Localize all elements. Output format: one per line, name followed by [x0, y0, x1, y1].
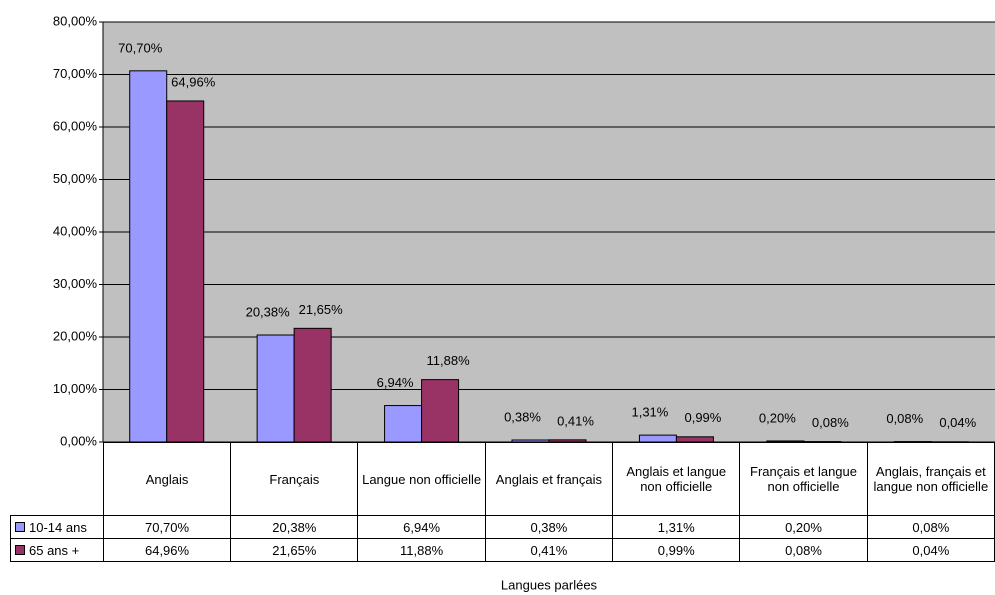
y-tick-label: 80,00% — [53, 13, 98, 28]
bar — [129, 70, 168, 443]
category-label: Anglais — [102, 442, 232, 516]
category-label: Français — [230, 442, 359, 516]
legend-key — [15, 544, 25, 555]
category-label: Anglais et langue non officielle — [612, 442, 741, 516]
bar — [256, 334, 295, 443]
y-tick-label: 20,00% — [53, 328, 98, 343]
data-label: 20,38% — [246, 304, 291, 319]
data-label: 0,20% — [759, 410, 796, 425]
bar — [384, 405, 423, 443]
table-value: 0,38% — [484, 515, 614, 539]
table-value: 1,31% — [612, 515, 741, 539]
x-axis-title: Langues parlées — [501, 577, 598, 592]
bar — [421, 379, 460, 443]
y-tick-label: 10,00% — [53, 381, 98, 396]
y-tick-label: 60,00% — [53, 118, 98, 133]
y-tick-label: 50,00% — [53, 171, 98, 186]
table-value: 6,94% — [357, 515, 486, 539]
table-value: 64,96% — [102, 538, 232, 562]
table-value: 70,70% — [102, 515, 232, 539]
data-label: 1,31% — [631, 405, 668, 420]
table-value: 0,04% — [866, 538, 995, 562]
data-label: 21,65% — [299, 302, 344, 317]
data-label: 0,08% — [812, 415, 849, 430]
category-label: Langue non officielle — [357, 442, 486, 516]
y-tick-label: 30,00% — [53, 276, 98, 291]
data-label: 0,41% — [557, 413, 594, 428]
data-label: 70,70% — [118, 40, 163, 55]
table-value: 0,08% — [866, 515, 995, 539]
data-label: 0,38% — [504, 409, 541, 424]
bar — [638, 434, 677, 443]
table-value: 11,88% — [357, 538, 486, 562]
bar — [166, 100, 205, 443]
bar — [675, 436, 714, 443]
data-label: 6,94% — [377, 375, 414, 390]
data-label: 0,08% — [886, 411, 923, 426]
table-row: 65 ans + 64,96% 21,65% 11,88% 0,41% 0,99% 0,08… — [10, 538, 995, 562]
y-tick-label: 40,00% — [53, 223, 98, 238]
data-table: Anglais Français Langue non officielle Angl… — [10, 442, 995, 562]
legend-cell: 10-14 ans — [10, 515, 104, 539]
y-tick-label: 70,00% — [53, 66, 98, 81]
category-label: Anglais et français — [484, 442, 614, 516]
legend-cell: 65 ans + — [10, 538, 104, 562]
table-header-row: Anglais Français Langue non officielle Angl… — [10, 442, 995, 516]
data-label: 0,99% — [684, 410, 721, 425]
table-value: 20,38% — [230, 515, 359, 539]
category-label: Anglais, français et langue non officiel… — [866, 442, 995, 516]
data-label: 0,04% — [939, 415, 976, 430]
legend-label: 10-14 ans — [29, 519, 87, 535]
table-value: 0,08% — [739, 538, 868, 562]
data-label: 11,88% — [427, 353, 471, 368]
table-value: 0,99% — [612, 538, 741, 562]
table-row: 10-14 ans 70,70% 20,38% 6,94% 0,38% 1,31% 0,20… — [10, 515, 995, 539]
table-value: 0,20% — [739, 515, 868, 539]
table-value: 0,41% — [484, 538, 614, 562]
legend-key — [15, 521, 25, 532]
category-label: Français et langue non officielle — [739, 442, 868, 516]
data-label: 64,96% — [171, 74, 216, 89]
table-value: 21,65% — [230, 538, 359, 562]
legend-label: 65 ans + — [29, 542, 80, 558]
bar — [293, 327, 332, 443]
table-corner — [10, 442, 104, 516]
